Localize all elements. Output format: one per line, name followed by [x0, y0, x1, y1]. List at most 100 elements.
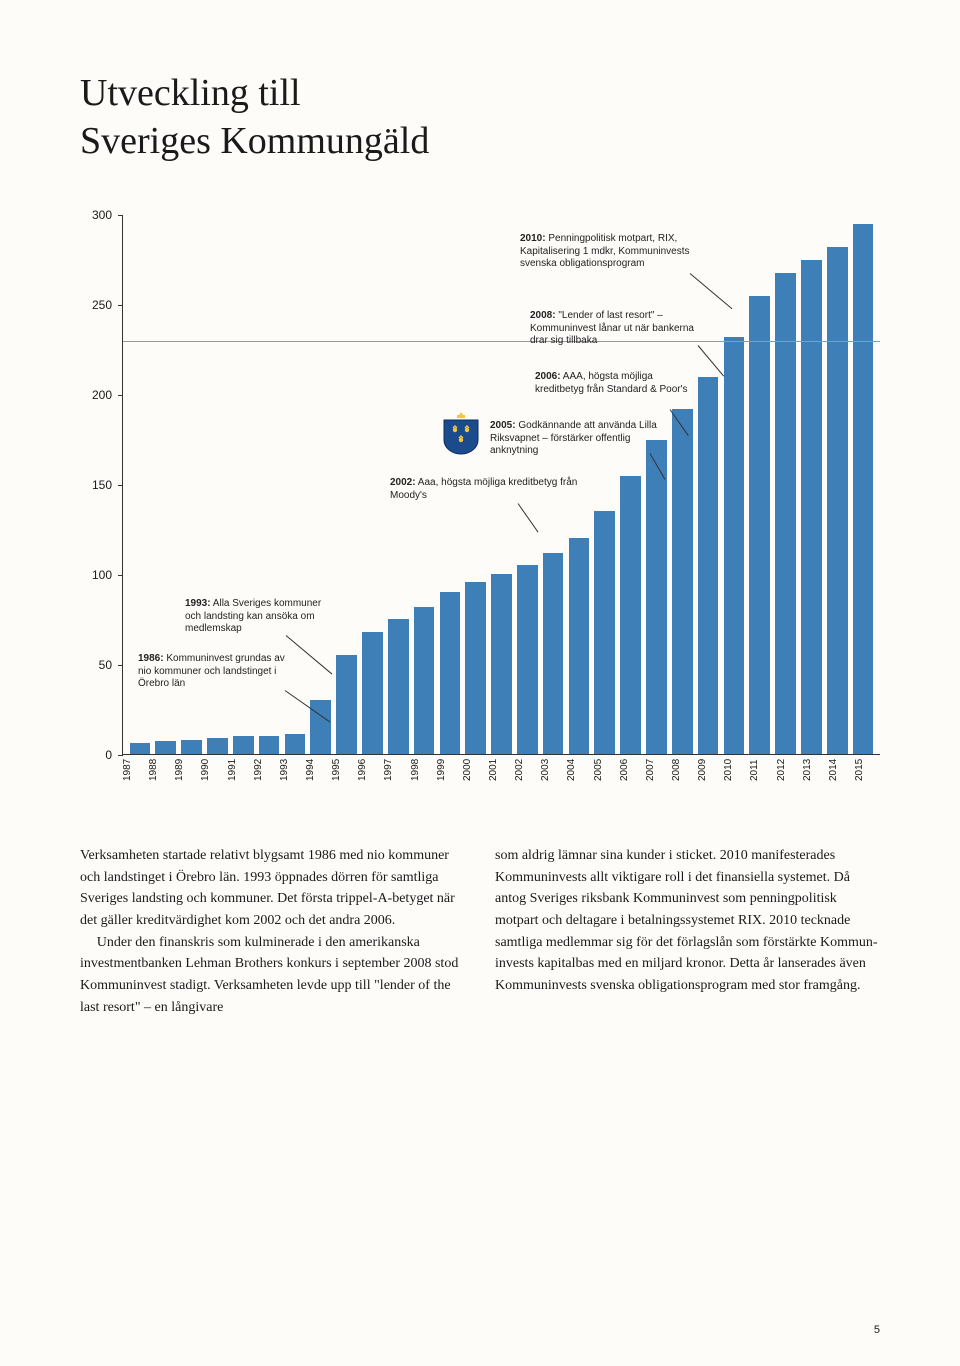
- x-tick-label: 1988: [148, 757, 174, 785]
- bar: [749, 296, 770, 754]
- bar: [620, 476, 641, 754]
- x-tick-label: 2000: [462, 757, 488, 785]
- x-tick-label: 2004: [566, 757, 592, 785]
- annotation-2002: 2002: Aaa, högsta möjliga kreditbe­tyg f…: [390, 477, 580, 502]
- x-tick-label: 2014: [828, 757, 854, 785]
- annotation-year: 2005:: [490, 420, 516, 431]
- bar-wrap: [618, 215, 644, 754]
- y-axis: 050100150200250300: [80, 215, 120, 785]
- annotation-2006: 2006: AAA, högsta möjliga kreditbetyg fr…: [535, 371, 695, 396]
- x-tick-label: 2009: [697, 757, 723, 785]
- x-axis-labels: 1987198819891990199119921993199419951996…: [122, 757, 880, 785]
- x-tick-label: 2007: [645, 757, 671, 785]
- bar: [672, 409, 693, 754]
- annotation-2008: 2008: "Lender of last resort" – Kommunin…: [530, 310, 705, 348]
- annotation-year: 2010:: [520, 233, 546, 244]
- annotation-text: Godkännande att använda Lilla Riksvapnet…: [490, 420, 657, 456]
- y-tick: [118, 485, 123, 486]
- bar: [698, 377, 719, 754]
- bar: [362, 632, 383, 754]
- y-tick-label: 300: [92, 208, 112, 222]
- annotation-year: 2006:: [535, 371, 561, 382]
- title-line-1: Utveckling till: [80, 72, 301, 114]
- y-tick: [118, 665, 123, 666]
- y-tick-label: 0: [105, 748, 112, 762]
- annotation-1993: 1993: Alla Sveriges kommuner och landsti…: [185, 598, 340, 636]
- bar: [569, 538, 590, 754]
- x-tick-label: 2001: [488, 757, 514, 785]
- x-tick-label: 1994: [305, 757, 331, 785]
- x-tick-label: 2005: [593, 757, 619, 785]
- bar: [414, 607, 435, 754]
- y-tick: [118, 215, 123, 216]
- bar: [724, 337, 745, 754]
- body-paragraph: Verksamheten startade relativt blygsamt …: [80, 845, 465, 932]
- x-tick-label: 1991: [227, 757, 253, 785]
- x-tick-label: 1993: [279, 757, 305, 785]
- annotation-year: 1986:: [138, 653, 164, 664]
- y-tick-label: 200: [92, 388, 112, 402]
- bar-wrap: [799, 215, 825, 754]
- x-tick-label: 1989: [174, 757, 200, 785]
- x-tick-label: 2003: [540, 757, 566, 785]
- annotation-2010: 2010: Penningpolitisk motpart, RIX, Kapi…: [520, 233, 695, 271]
- x-tick-label: 1999: [436, 757, 462, 785]
- y-tick: [118, 755, 123, 756]
- x-tick-label: 2011: [749, 757, 775, 785]
- page-title: Utveckling till Sveriges Kommungäld: [80, 70, 880, 165]
- bar: [181, 740, 202, 754]
- x-tick-label: 1996: [357, 757, 383, 785]
- page-number: 5: [874, 1324, 880, 1336]
- bar: [130, 743, 151, 754]
- y-tick-label: 250: [92, 298, 112, 312]
- bar-wrap: [334, 215, 360, 754]
- bar-wrap: [824, 215, 850, 754]
- x-tick-label: 2010: [723, 757, 749, 785]
- title-line-2: Sveriges Kommungäld: [80, 120, 429, 162]
- x-tick-label: 2015: [854, 757, 880, 785]
- bar: [388, 619, 409, 754]
- bar: [543, 553, 564, 754]
- annotation-year: 2008:: [530, 310, 556, 321]
- body-paragraph: som aldrig lämnar sina kunder i sticket.…: [495, 845, 880, 997]
- bar-wrap: [850, 215, 876, 754]
- bar: [440, 592, 461, 754]
- bar: [336, 655, 357, 754]
- x-tick-label: 2012: [776, 757, 802, 785]
- bar-wrap: [592, 215, 618, 754]
- reference-line: [123, 341, 880, 342]
- bar-wrap: [669, 215, 695, 754]
- x-tick-label: 1990: [200, 757, 226, 785]
- body-column-2: som aldrig lämnar sina kunder i sticket.…: [495, 845, 880, 1019]
- bar: [594, 511, 615, 754]
- bar: [491, 574, 512, 754]
- bar: [775, 273, 796, 755]
- y-tick: [118, 575, 123, 576]
- bar: [827, 247, 848, 754]
- bar: [801, 260, 822, 754]
- body-text: Verksamheten startade relativt blygsamt …: [80, 845, 880, 1019]
- bar: [207, 738, 228, 754]
- bar: [155, 741, 176, 754]
- y-tick-label: 50: [99, 658, 112, 672]
- x-tick-label: 2013: [802, 757, 828, 785]
- bar: [853, 224, 874, 754]
- bar: [646, 440, 667, 754]
- x-tick-label: 1987: [122, 757, 148, 785]
- x-tick-label: 2006: [619, 757, 645, 785]
- bar: [517, 565, 538, 754]
- annotation-text: "Lender of last resort" – Kommuninvest l…: [530, 310, 694, 346]
- bar: [465, 582, 486, 754]
- bar: [259, 736, 280, 754]
- x-tick-label: 1995: [331, 757, 357, 785]
- bar-wrap: [644, 215, 670, 754]
- y-tick-label: 150: [92, 478, 112, 492]
- y-tick-label: 100: [92, 568, 112, 582]
- annotation-1986: 1986: Kommuninvest grundas av nio kommun…: [138, 653, 288, 691]
- bar-wrap: [359, 215, 385, 754]
- bar-wrap: [773, 215, 799, 754]
- bar: [285, 734, 306, 754]
- crest-icon: [440, 410, 482, 458]
- y-tick: [118, 395, 123, 396]
- bar-wrap: [747, 215, 773, 754]
